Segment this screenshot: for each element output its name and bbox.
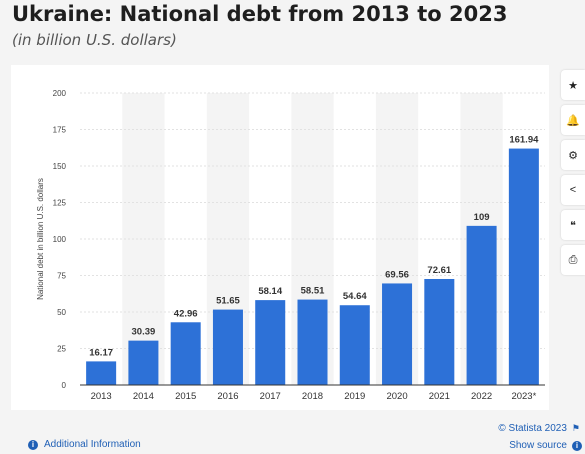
x-tick-label: 2014 (133, 391, 154, 402)
bar (508, 148, 539, 385)
star-button[interactable]: ★ (561, 70, 585, 100)
data-label: 42.96 (174, 308, 198, 319)
source-info-icon: i (572, 440, 582, 451)
chart-title: Ukraine: National debt from 2013 to 2023 (12, 2, 508, 26)
chart-subtitle: (in billion U.S. dollars) (12, 31, 177, 49)
y-tick-label: 50 (57, 308, 66, 317)
side-toolbar: ★ 🔔 ⚙ < ❝ ⎙ (561, 70, 585, 280)
data-label: 51.65 (216, 296, 240, 307)
chart-card: 0 25 50 75 100 125 150 175 200 National debt in b… (11, 65, 549, 410)
x-tick-label: 2016 (217, 391, 238, 402)
bar (170, 322, 201, 385)
x-tick-label: 2018 (302, 391, 323, 402)
info-icon: i (28, 439, 38, 450)
share-icon: < (569, 184, 577, 196)
additional-information-label[interactable]: Additional Information (44, 439, 141, 450)
print-icon: ⎙ (568, 253, 578, 266)
x-tick-label: 2015 (175, 391, 196, 402)
x-tick-label: 2017 (260, 391, 281, 402)
bar (86, 361, 117, 385)
show-source-link[interactable]: Show source i (509, 440, 582, 451)
y-tick-label: 25 (57, 345, 66, 354)
star-icon: ★ (568, 79, 578, 92)
data-label: 58.51 (301, 286, 325, 297)
statista-credit[interactable]: © Statista 2023 ⚑ (498, 423, 580, 434)
bell-icon: 🔔 (566, 114, 580, 127)
y-tick-label: 150 (53, 162, 67, 171)
y-axis-label: National debt in billion U.S. dollars (36, 178, 45, 300)
bar (297, 299, 328, 385)
gear-icon: ⚙ (568, 149, 578, 162)
quote-icon: ❝ (570, 219, 576, 232)
data-label: 30.39 (132, 327, 156, 338)
gear-button[interactable]: ⚙ (561, 140, 585, 170)
bar (255, 300, 286, 385)
data-label: 16.17 (89, 347, 113, 358)
flag-icon[interactable]: ⚑ (571, 423, 580, 433)
data-label: 69.56 (385, 269, 409, 280)
show-source-label[interactable]: Show source (509, 440, 567, 451)
data-label: 161.94 (509, 135, 539, 146)
bar (128, 340, 159, 385)
share-button[interactable]: < (561, 175, 585, 205)
x-tick-label: 2021 (429, 391, 450, 402)
y-tick-label: 125 (53, 199, 67, 208)
x-tick-label: 2020 (386, 391, 407, 402)
bar (382, 283, 413, 385)
x-tick-label: 2022 (471, 391, 492, 402)
x-tick-label: 2019 (344, 391, 365, 402)
data-label: 109 (474, 212, 490, 223)
y-tick-label: 200 (53, 89, 67, 98)
y-tick-label: 75 (57, 272, 66, 281)
y-tick-label: 100 (53, 235, 67, 244)
data-label: 58.14 (258, 286, 282, 297)
x-tick-label: 2013 (91, 391, 112, 402)
bar (424, 278, 455, 385)
data-label: 54.64 (343, 291, 367, 302)
bar (339, 305, 370, 385)
bar (212, 309, 243, 385)
bell-button[interactable]: 🔔 (561, 105, 585, 135)
credit-text[interactable]: © Statista 2023 (498, 423, 567, 434)
y-tick-label: 175 (53, 126, 67, 135)
bar (466, 225, 497, 385)
additional-information-link[interactable]: i Additional Information (28, 439, 141, 450)
data-label: 72.61 (427, 265, 451, 276)
quote-button[interactable]: ❝ (561, 210, 585, 240)
y-tick-label: 0 (62, 381, 67, 390)
x-tick-label: 2023* (511, 391, 536, 402)
print-button[interactable]: ⎙ (561, 245, 585, 275)
bar-chart: 0 25 50 75 100 125 150 175 200 National debt in b… (36, 89, 545, 402)
